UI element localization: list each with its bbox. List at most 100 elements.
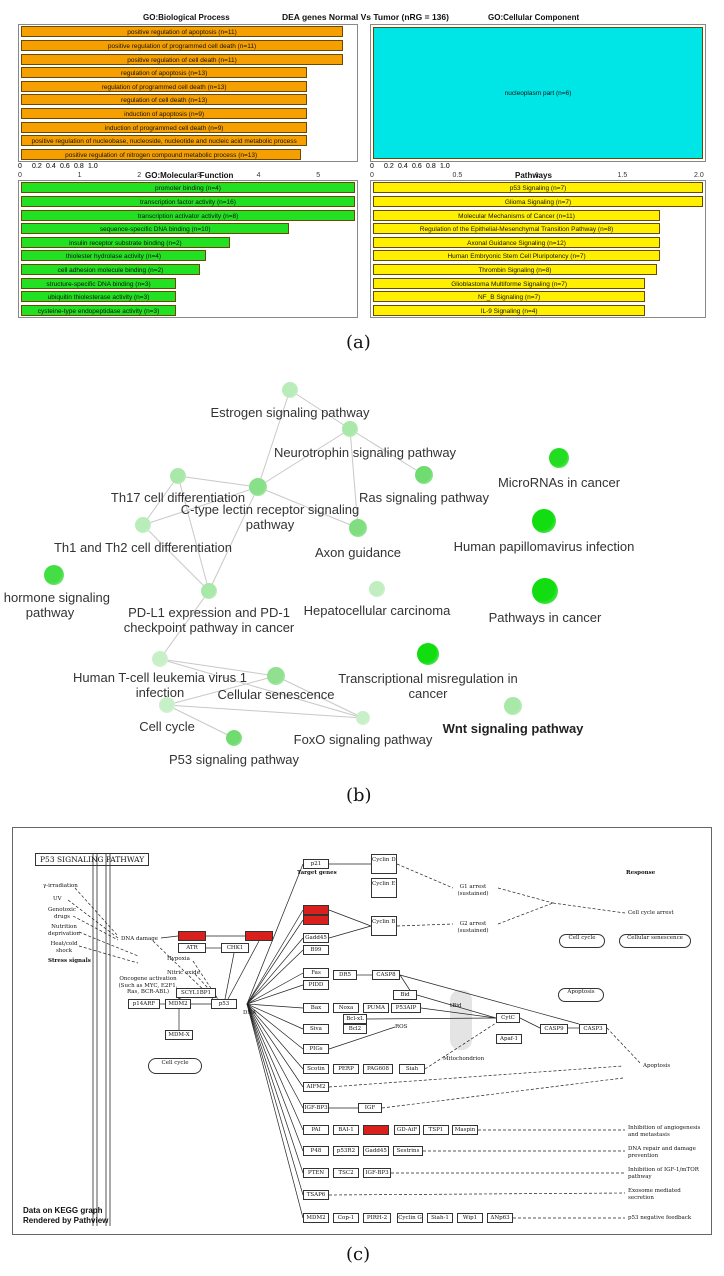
gene-pirh2[interactable]: PIRH-2: [363, 1213, 391, 1223]
network-node-foxo[interactable]: [356, 711, 370, 725]
gene-tsap6[interactable]: TSAP6: [303, 1190, 329, 1200]
cc-axis-tick: 2.0: [694, 172, 704, 179]
gene-noxa[interactable]: Noxa: [333, 1003, 359, 1013]
network-node-cellcycle[interactable]: [159, 697, 175, 713]
gene-bax[interactable]: Bax: [303, 1003, 329, 1013]
network-label-wnt: Wnt signaling pathway: [442, 721, 584, 736]
gene-p53r2[interactable]: p53R2: [333, 1146, 359, 1156]
gene-mdm2b[interactable]: MDM2: [303, 1213, 329, 1223]
gene-pten[interactable]: PTEN: [303, 1168, 329, 1178]
kegg-diagram: ATM CHK2 ATR CHK1 SCYL1BP1 p14ARF MDM2 p53 MDM-X…: [13, 828, 711, 1234]
network-node-pic[interactable]: [532, 578, 558, 604]
gene-p53aip[interactable]: P53AIP: [391, 1003, 421, 1013]
gene-cycd[interactable]: Cyclin D CDK4/6: [371, 854, 397, 874]
network-node-htlv[interactable]: [152, 651, 168, 667]
gene-p53[interactable]: p53: [211, 999, 237, 1009]
network-node-senescence[interactable]: [267, 667, 285, 685]
gene-pag608[interactable]: PAG608: [363, 1064, 393, 1074]
network-node-mirna[interactable]: [549, 448, 569, 468]
network-node-steroid[interactable]: [44, 565, 64, 585]
gene-bid[interactable]: Bid: [393, 990, 417, 1000]
gene-pigs[interactable]: PIGs: [303, 1044, 329, 1054]
gene-igf[interactable]: IGF: [358, 1103, 382, 1113]
gene-cytc[interactable]: CytC: [496, 1013, 520, 1023]
gene-chk2[interactable]: CHK2: [245, 931, 273, 941]
network-label-hcc: Hepatocellular carcinoma: [303, 603, 451, 618]
gene-bai1[interactable]: BAI-1: [333, 1125, 359, 1135]
gene-chk1[interactable]: CHK1: [221, 943, 249, 953]
gene-scotin[interactable]: Scotin: [303, 1064, 329, 1074]
network-label-ras: Ras signaling pathway: [358, 490, 490, 505]
gene-resp-apoptosis-box[interactable]: Apoptosis: [558, 988, 604, 1002]
network-node-th17[interactable]: [170, 468, 186, 484]
network-node-hcc[interactable]: [369, 581, 385, 597]
gene-casp3[interactable]: CASP3: [579, 1024, 607, 1034]
panel-a-label: (a): [346, 332, 371, 353]
gene-resp-cellcycle[interactable]: Cell cycle: [559, 934, 605, 948]
gene-atr[interactable]: ATR: [178, 943, 206, 953]
gene-kai1[interactable]: KAI1: [363, 1125, 389, 1135]
gene-cop1[interactable]: Cop-1: [333, 1213, 359, 1223]
network-node-trans[interactable]: [417, 643, 439, 665]
gene-gdaif[interactable]: GD-AiF: [394, 1125, 420, 1135]
gene-resp-senescence[interactable]: Cellular senescence: [619, 934, 691, 948]
gene-reprimo[interactable]: Reprimo: [303, 905, 329, 915]
gene-casp9[interactable]: CASP9: [540, 1024, 568, 1034]
gene-dnp63[interactable]: ΔNp63: [487, 1213, 513, 1223]
gene-pai[interactable]: PAI: [303, 1125, 329, 1135]
network-node-pdl1[interactable]: [201, 583, 217, 599]
gene-tsp1[interactable]: TSP1: [423, 1125, 449, 1135]
gene-bclxl[interactable]: Bcl-xL: [343, 1014, 367, 1024]
gene-mdmx[interactable]: MDM-X: [165, 1030, 193, 1040]
gene-perp[interactable]: PERP: [333, 1064, 359, 1074]
network-node-p53[interactable]: [226, 730, 242, 746]
gene-siah[interactable]: Siah: [399, 1064, 425, 1074]
gene-mdm2[interactable]: MDM2: [165, 999, 191, 1009]
gene-maspin[interactable]: Maspin: [452, 1125, 478, 1135]
gene-igfbp3b[interactable]: IGF-BP3: [363, 1168, 391, 1178]
gene-bcl2[interactable]: Bcl2: [343, 1024, 367, 1034]
gene-apaf1[interactable]: Apaf-1: [496, 1034, 522, 1044]
network-node-th1[interactable]: [135, 517, 151, 533]
gene-wip1[interactable]: Wip1: [457, 1213, 483, 1223]
gene-siah1[interactable]: Siah-1: [427, 1213, 453, 1223]
gene-atm[interactable]: ATM: [178, 931, 206, 941]
gene-aifm2[interactable]: AIFM2: [303, 1082, 329, 1092]
gene-cycg[interactable]: Cyclin G: [397, 1213, 423, 1223]
gene-gadd45[interactable]: Gadd45: [303, 933, 329, 943]
kegg-edge: [74, 887, 119, 937]
cc-chart: nucleoplasm part (n=6): [370, 24, 706, 162]
network-node-neurotrophin[interactable]: [342, 421, 358, 437]
gene-gadd45b[interactable]: Gadd45: [363, 1146, 389, 1156]
network-node-axon[interactable]: [349, 519, 367, 537]
network-node-ctype[interactable]: [249, 478, 267, 496]
gene-cyce[interactable]: Cyclin E CDK2: [371, 878, 397, 898]
mf-pvalue-tick: 0.6: [60, 163, 70, 170]
gene-p48[interactable]: P48: [303, 1146, 329, 1156]
gene-sestrins[interactable]: Sestrins: [393, 1146, 423, 1156]
gene-fas[interactable]: Fas: [303, 968, 329, 978]
gene-pidd[interactable]: PIDD: [303, 980, 329, 990]
gene-p21[interactable]: p21: [303, 859, 329, 869]
gene-cycb[interactable]: Cyclin B Cdc2: [371, 916, 397, 936]
kegg-edge: [67, 899, 119, 939]
pw-pvalue-tick: 0.6: [412, 163, 422, 170]
gene-b99[interactable]: B99: [303, 945, 329, 955]
network-node-ras[interactable]: [415, 466, 433, 484]
gene-puma[interactable]: PUMA: [363, 1003, 389, 1013]
bp-pvalue-tick: 0.6: [60, 163, 70, 170]
gene-igfbp3[interactable]: IGF-BP3: [303, 1103, 329, 1113]
network-node-hpv[interactable]: [532, 509, 556, 533]
gene-dr5[interactable]: DR5: [333, 970, 357, 980]
gene-scyl1bp1[interactable]: SCYL1BP1: [176, 988, 216, 998]
gene-casp8[interactable]: CASP8: [372, 970, 400, 980]
gene-siva[interactable]: Siva: [303, 1024, 329, 1034]
network-node-wnt[interactable]: [504, 697, 522, 715]
gene-p14arf[interactable]: p14ARF: [128, 999, 160, 1009]
label-oncogene: Oncogene activation (Such as MYC, E2F1, …: [118, 976, 178, 995]
gene-14-3-3[interactable]: 14-3-3σ: [303, 915, 329, 925]
network-node-estrogen[interactable]: [282, 382, 298, 398]
gene-resp-cellcycle-left[interactable]: Cell cycle: [148, 1058, 202, 1074]
kegg-edge: [552, 902, 626, 914]
gene-tsc2[interactable]: TSC2: [333, 1168, 359, 1178]
